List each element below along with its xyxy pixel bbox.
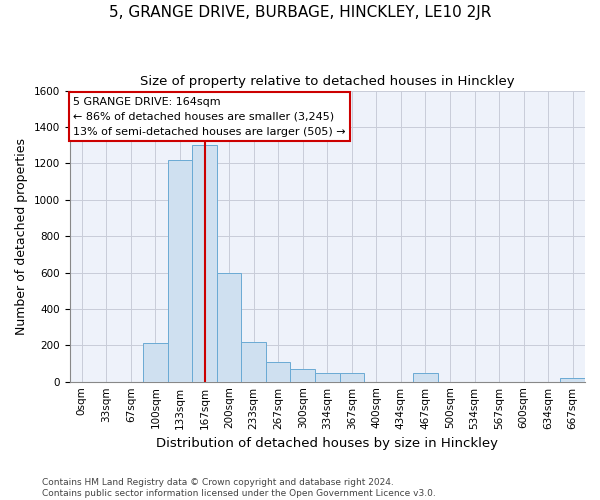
Bar	[290, 369, 315, 382]
Text: 5 GRANGE DRIVE: 164sqm
← 86% of detached houses are smaller (3,245)
13% of semi-: 5 GRANGE DRIVE: 164sqm ← 86% of detached…	[73, 97, 346, 136]
Bar	[266, 362, 290, 382]
Bar	[241, 342, 266, 382]
Title: Size of property relative to detached houses in Hinckley: Size of property relative to detached ho…	[140, 75, 515, 88]
Bar	[413, 372, 438, 382]
Bar	[143, 344, 168, 382]
Text: Contains HM Land Registry data © Crown copyright and database right 2024.
Contai: Contains HM Land Registry data © Crown c…	[42, 478, 436, 498]
Bar	[168, 160, 192, 382]
Bar	[192, 145, 217, 382]
Bar	[315, 372, 340, 382]
Bar	[340, 372, 364, 382]
X-axis label: Distribution of detached houses by size in Hinckley: Distribution of detached houses by size …	[156, 437, 498, 450]
Y-axis label: Number of detached properties: Number of detached properties	[15, 138, 28, 334]
Bar	[217, 272, 241, 382]
Bar	[560, 378, 585, 382]
Text: 5, GRANGE DRIVE, BURBAGE, HINCKLEY, LE10 2JR: 5, GRANGE DRIVE, BURBAGE, HINCKLEY, LE10…	[109, 5, 491, 20]
